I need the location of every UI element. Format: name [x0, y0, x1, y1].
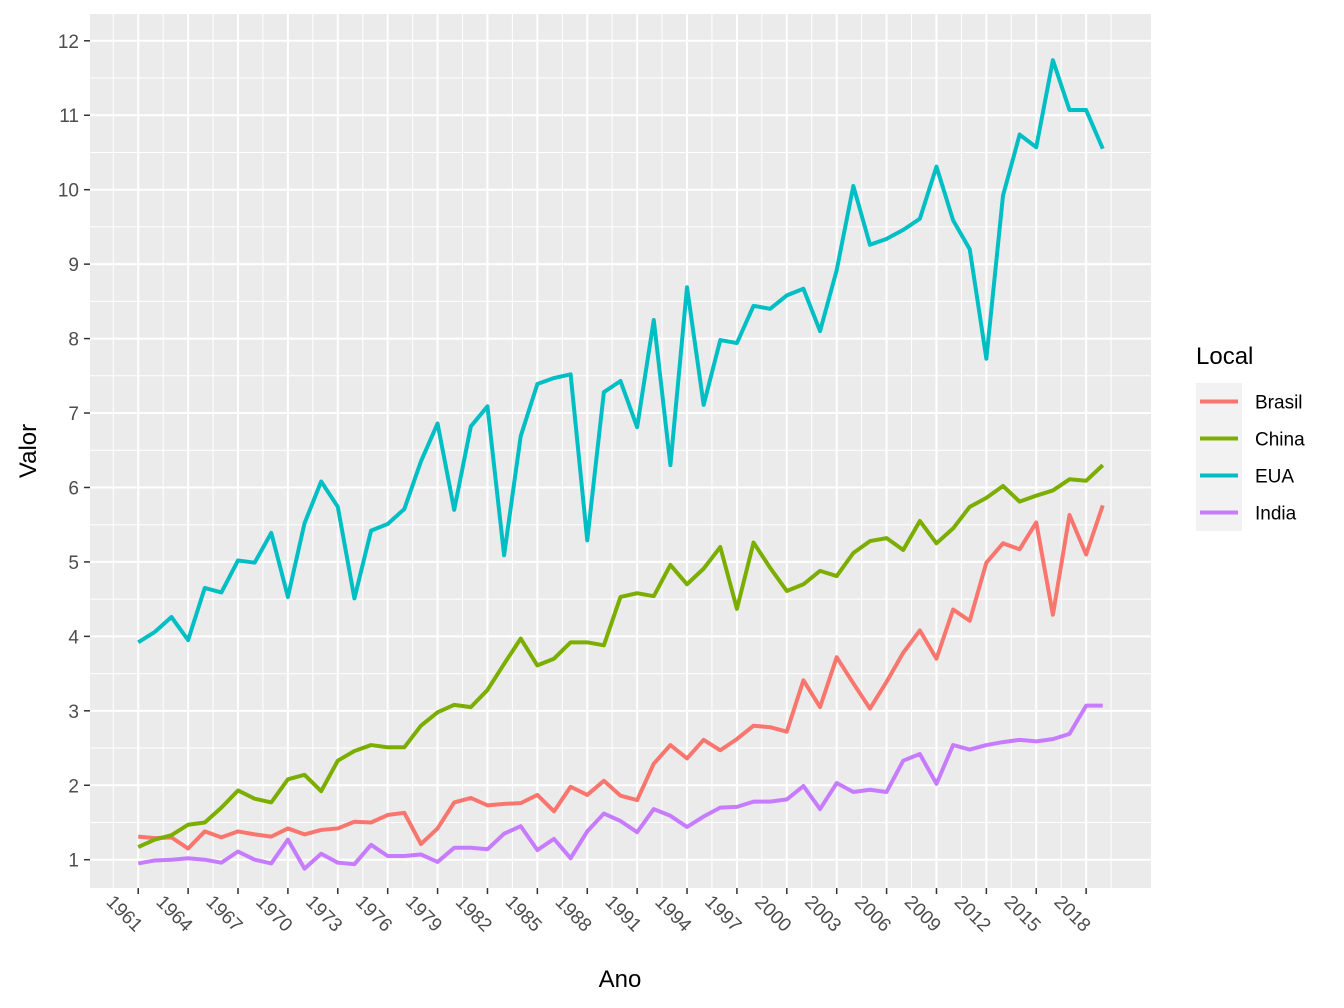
x-tick-label: 1973 [301, 892, 346, 937]
legend-label-china: China [1255, 430, 1305, 451]
x-tick-label: 1988 [551, 892, 596, 937]
legend-title: Local [1196, 343, 1253, 370]
x-tick-label: 1961 [102, 892, 147, 937]
y-tick-label: 5 [68, 553, 79, 574]
legend-label-eua: EUA [1255, 467, 1294, 488]
grid-minor [90, 14, 1151, 888]
x-tick-label: 1997 [700, 892, 745, 937]
x-axis: 1961 1964 1967 1970 1973 1976 1979 1982 1985 1988… [102, 888, 1095, 937]
series-line-india [137, 703, 1103, 871]
x-tick-label: 1970 [251, 892, 296, 937]
x-tick-label: 1976 [351, 892, 396, 937]
series-lines [137, 58, 1105, 871]
legend: Local Brasil China EUA India [1196, 343, 1305, 531]
y-tick-label: 1 [68, 851, 79, 872]
y-tick-label: 4 [68, 627, 79, 648]
x-tick-label: 2015 [1000, 892, 1045, 937]
y-tick-label: 8 [68, 330, 79, 351]
x-tick-label: 2003 [800, 892, 845, 937]
y-tick-label: 6 [68, 478, 79, 499]
x-axis-title: Ano [599, 966, 642, 993]
x-tick-label: 2009 [900, 892, 945, 937]
legend-items: Brasil China EUA India [1196, 383, 1305, 531]
series-line-china [137, 463, 1105, 849]
x-tick-label: 2006 [850, 892, 895, 937]
y-tick-label: 10 [58, 181, 79, 202]
y-tick-label: 7 [68, 404, 79, 425]
x-tick-label: 1979 [401, 892, 446, 937]
legend-label-brasil: Brasil [1255, 393, 1303, 414]
x-tick-label: 1964 [152, 892, 197, 937]
legend-label-india: India [1255, 504, 1297, 525]
y-axis-title: Valor [15, 424, 42, 478]
x-tick-label: 2018 [1050, 892, 1095, 937]
grid-major [90, 14, 1151, 888]
series-line-eua [137, 58, 1105, 645]
x-tick-label: 1991 [601, 892, 646, 937]
y-tick-label: 2 [68, 776, 79, 797]
series-line-brasil [138, 504, 1105, 851]
x-tick-label: 1994 [650, 892, 695, 937]
x-tick-label: 1982 [451, 892, 496, 937]
y-tick-label: 11 [59, 106, 79, 127]
y-tick-label: 9 [68, 255, 79, 276]
y-tick-label: 12 [58, 32, 79, 53]
x-tick-label: 2012 [950, 892, 995, 937]
y-tick-label: 3 [68, 702, 79, 723]
plot-panel [90, 14, 1151, 888]
x-tick-label: 1985 [501, 892, 546, 937]
x-tick-label: 1967 [201, 892, 246, 937]
x-tick-label: 2000 [750, 892, 795, 937]
